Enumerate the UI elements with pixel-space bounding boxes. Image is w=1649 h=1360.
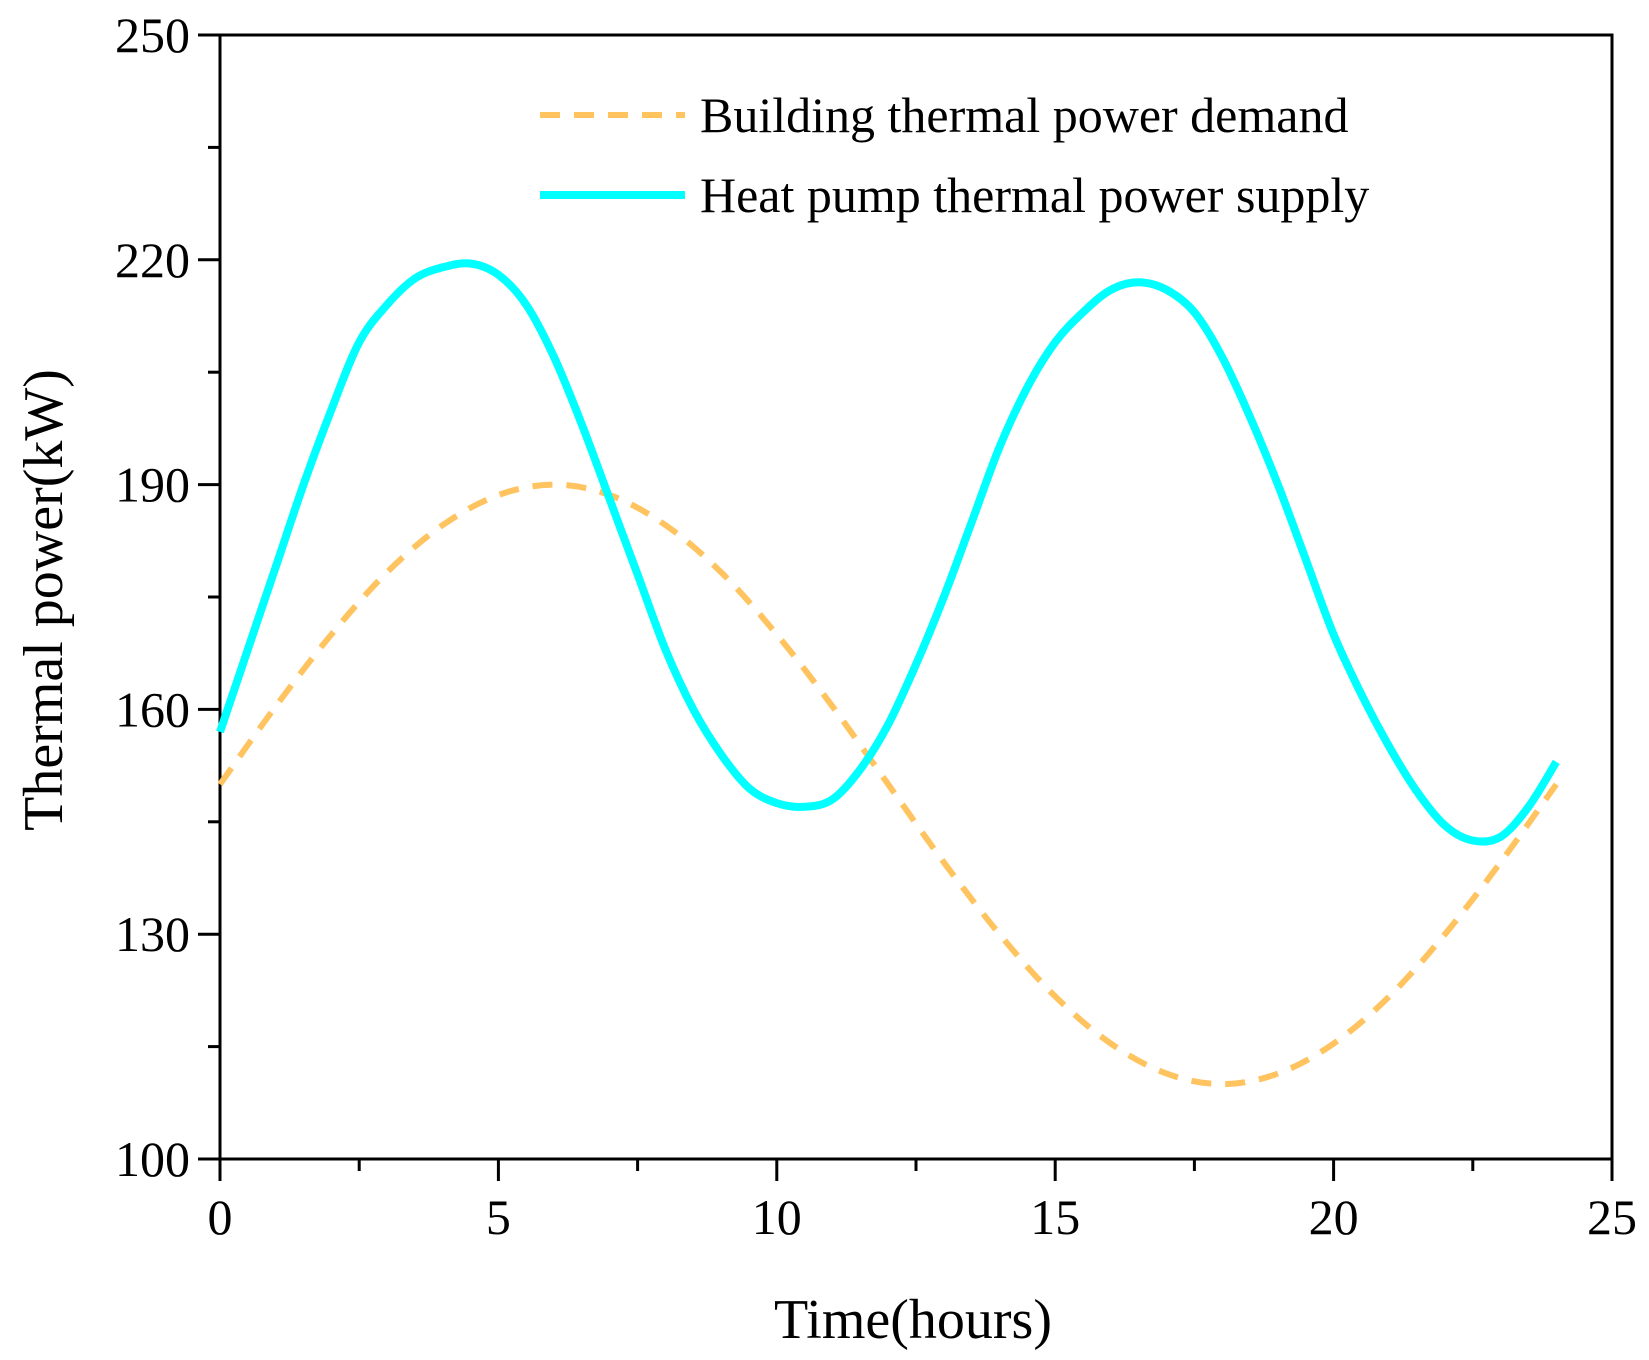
legend-label-1: Building thermal power demand <box>700 87 1348 143</box>
x-tick-label: 10 <box>752 1189 802 1245</box>
y-axis-title: Thermal power(kW) <box>13 369 75 831</box>
series-layer <box>216 259 1560 1088</box>
ticks-layer: 0 5 10 15 20 25 100 130 160 190 220 250 <box>115 7 1637 1245</box>
series-line-2 <box>216 259 1560 846</box>
x-tick-label: 0 <box>208 1189 233 1245</box>
x-axis-title: Time(hours) <box>774 1289 1052 1351</box>
x-tick-label: 15 <box>1030 1189 1080 1245</box>
y-tick-label: 190 <box>115 457 190 513</box>
y-tick-label: 220 <box>115 232 190 288</box>
x-tick-label: 5 <box>486 1189 511 1245</box>
x-tick-label: 25 <box>1587 1189 1637 1245</box>
series-line-1 <box>217 481 1559 1088</box>
legend-label-2: Heat pump thermal power supply <box>700 167 1369 223</box>
legend: Building thermal power demand Heat pump t… <box>540 87 1369 223</box>
y-tick-label: 100 <box>115 1131 190 1187</box>
x-tick-label: 20 <box>1309 1189 1359 1245</box>
y-tick-label: 160 <box>115 681 190 737</box>
y-tick-label: 250 <box>115 7 190 63</box>
y-tick-label: 130 <box>115 906 190 962</box>
